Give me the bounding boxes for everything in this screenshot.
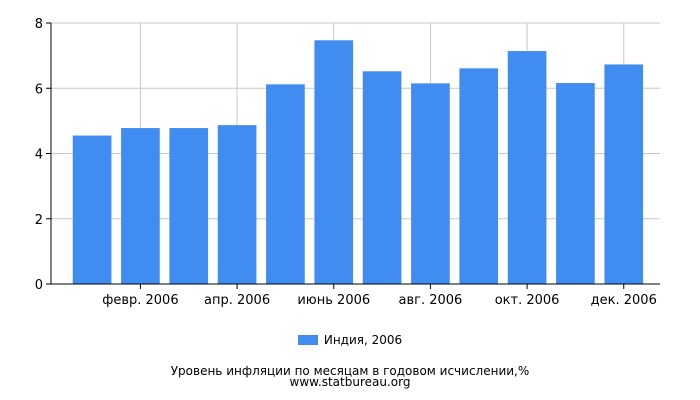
chart-area: 0 2 4 6 8 февр. 2006 апр. 2006 июнь 2006 авг. 20… — [35, 17, 660, 308]
legend-swatch — [297, 335, 318, 345]
x-tick-label: апр. 2006 — [204, 293, 270, 308]
bar — [556, 83, 595, 284]
bar — [169, 128, 209, 284]
bar — [266, 84, 305, 285]
y-tick-label: 2 — [35, 213, 43, 228]
chart-caption: Уровень инфляции по месяцам в годовом ис… — [170, 364, 530, 378]
bar — [362, 71, 402, 284]
bar — [121, 128, 160, 284]
y-tick-label: 8 — [35, 17, 43, 32]
bar — [72, 135, 112, 284]
bar — [507, 51, 547, 285]
y-tick-label: 4 — [35, 148, 43, 163]
y-tick-label: 0 — [35, 278, 43, 293]
bar — [411, 83, 450, 284]
legend: Индия, 2006 — [0, 333, 700, 347]
bar — [217, 125, 257, 285]
legend-label: Индия, 2006 — [323, 333, 403, 347]
y-tick-label: 6 — [35, 82, 43, 97]
x-tick-label: февр. 2006 — [102, 293, 178, 308]
x-tick-label: дек. 2006 — [591, 293, 657, 308]
x-tick-label: окт. 2006 — [495, 293, 560, 308]
bar — [314, 40, 354, 285]
bar — [604, 64, 644, 284]
x-tick-label: авг. 2006 — [399, 293, 463, 308]
source-url: www.statbureau.org — [289, 375, 411, 389]
bar — [459, 68, 499, 284]
x-tick-label: июнь 2006 — [297, 293, 370, 308]
